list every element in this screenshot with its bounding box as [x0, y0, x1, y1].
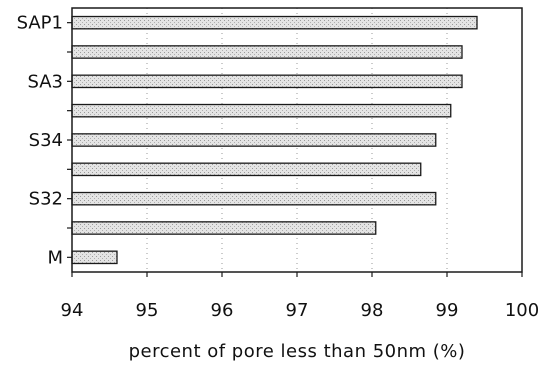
- x-tick-label: 97: [286, 300, 309, 321]
- bar: [71, 74, 463, 89]
- y-tick-label: SAP1: [17, 13, 63, 34]
- y-tick-label: S32: [29, 189, 63, 210]
- y-tick-label: S34: [29, 130, 63, 151]
- bar: [71, 250, 118, 265]
- bar: [71, 45, 463, 59]
- y-ticks: SAP1 SA3 S34 S32 M: [17, 13, 72, 268]
- x-tick-label: 96: [211, 300, 234, 321]
- bar: [71, 162, 422, 177]
- x-tick-label: 99: [436, 300, 459, 321]
- y-tick-label: M: [47, 247, 63, 268]
- x-tick-label: 98: [361, 300, 384, 321]
- x-ticks: 94 95 96 97 98 99 100: [61, 272, 539, 321]
- bar: [71, 15, 478, 30]
- x-tick-label: 94: [61, 300, 84, 321]
- bar: [71, 221, 377, 235]
- bars: [71, 15, 478, 265]
- x-tick-label: 100: [505, 300, 539, 321]
- x-tick-label: 95: [136, 300, 159, 321]
- y-tick-label: SA3: [27, 71, 63, 92]
- bar: [71, 191, 437, 206]
- bar: [71, 103, 452, 118]
- x-axis-title: percent of pore less than 50nm (%): [129, 341, 466, 362]
- bar: [71, 133, 437, 147]
